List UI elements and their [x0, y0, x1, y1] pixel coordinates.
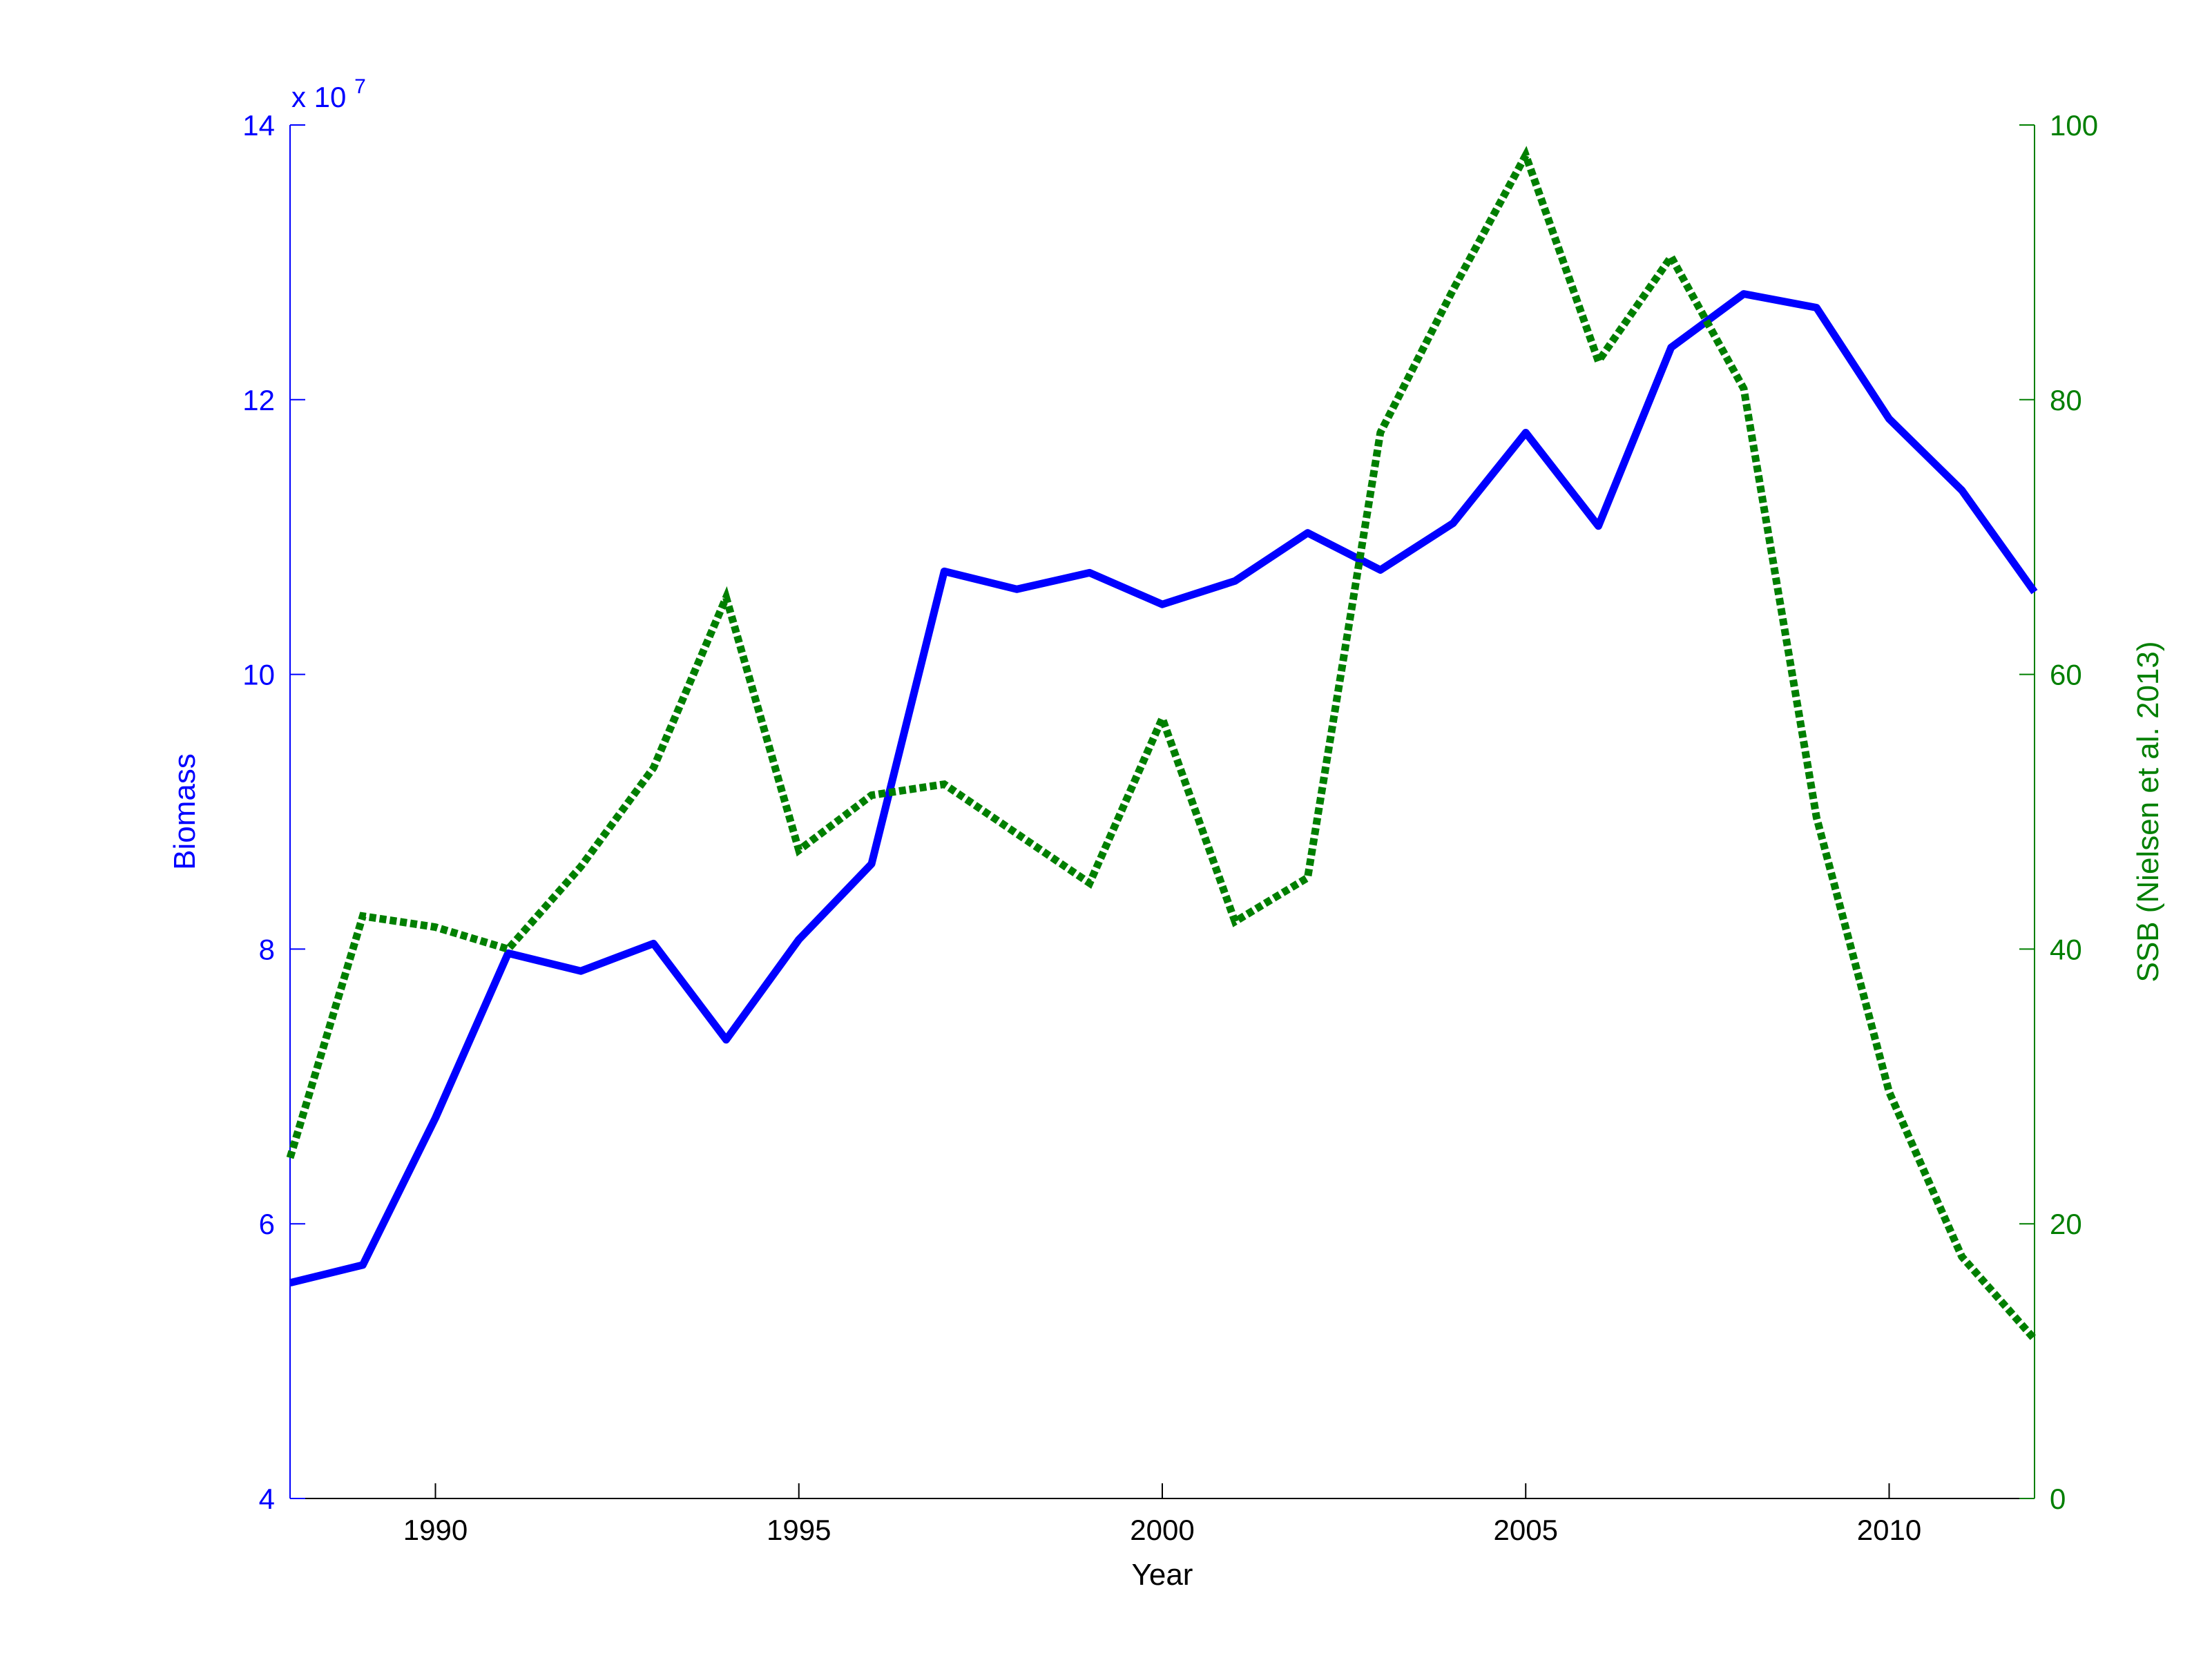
biomass-tick-label: 8	[259, 933, 275, 965]
biomass-tick-label: 12	[242, 384, 275, 416]
ssb-tick-label: 0	[2050, 1483, 2066, 1515]
biomass-tick-label: 10	[242, 659, 275, 691]
x-tick-label: 1995	[767, 1514, 831, 1546]
exponent-base: x 10	[291, 81, 346, 113]
biomass-exponent-label: x 10 7	[291, 75, 366, 113]
ssb-tick-label: 80	[2050, 384, 2082, 416]
x-tick-label: 1990	[403, 1514, 468, 1546]
x-tick-label: 2000	[1130, 1514, 1194, 1546]
biomass-axis-title: Biomass	[168, 753, 202, 870]
ssb-tick-label: 40	[2050, 933, 2082, 965]
biomass-tick-label: 4	[259, 1483, 275, 1515]
ssb-tick-label: 100	[2050, 109, 2098, 142]
biomass-axis: 4 6 8 10 12 14	[242, 109, 305, 1515]
x-tick-label: 2010	[1857, 1514, 1921, 1546]
ssb-axis: 0 20 40 60 80 100	[2019, 109, 2098, 1515]
x-axis: 1990 1995 2000 2005 2010	[403, 1483, 1921, 1546]
exponent-power: 7	[354, 75, 366, 98]
series-layer	[286, 146, 2038, 1342]
biomass-tick-label: 14	[242, 109, 275, 142]
biomass-tick-label: 6	[259, 1208, 275, 1240]
x-axis-title: Year	[1132, 1558, 1193, 1592]
ssb-tick-label: 60	[2050, 659, 2082, 691]
ssb-axis-title: SSB (Nielsen et al. 2013)	[2131, 641, 2165, 982]
x-tick-label: 2005	[1494, 1514, 1558, 1546]
ssb-tick-label: 20	[2050, 1208, 2082, 1240]
